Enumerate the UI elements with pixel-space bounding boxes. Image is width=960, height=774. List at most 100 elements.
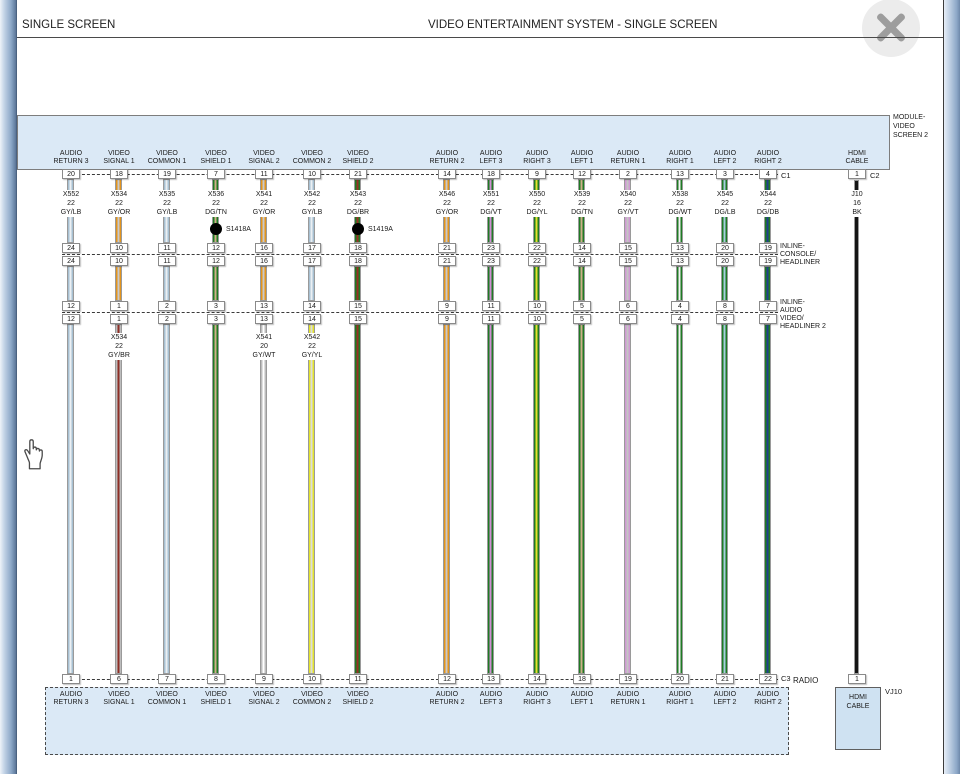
wire-id-label: X534 22 GY/OR [97, 190, 141, 217]
pin-box: 15 [619, 256, 637, 266]
wire-segment [624, 266, 631, 301]
signal-label: VIDEO SHIELD 2 [342, 691, 374, 706]
pin-box: 13 [255, 301, 273, 311]
wire-segment [308, 324, 315, 674]
pin-box: 13 [671, 256, 689, 266]
signal-label: AUDIO LEFT 3 [479, 150, 503, 165]
pin-box: 19 [619, 674, 637, 684]
pin-box: 14 [303, 301, 321, 311]
pin-box: 4 [759, 169, 777, 179]
pin-box: 22 [759, 674, 777, 684]
signal-label: VIDEO COMMON 2 [292, 691, 332, 706]
pin-box: 12 [62, 314, 80, 324]
connector-c1-label: C1 [781, 171, 791, 180]
signal-label: VIDEO SIGNAL 2 [248, 691, 280, 706]
pin-box: 5 [573, 314, 591, 324]
signal-label: AUDIO RETURN 1 [610, 150, 646, 165]
wire-segment [67, 324, 74, 674]
pin-box: 24 [62, 256, 80, 266]
wire-id-label: X542 22 GY/LB [290, 190, 334, 217]
wire-id-label: X538 22 DG/WT [658, 190, 702, 217]
wire-id-label: X545 22 DG/LB [703, 190, 747, 217]
signal-label: AUDIO RIGHT 1 [666, 150, 694, 165]
pin-box: 20 [716, 256, 734, 266]
pin-box: 24 [62, 243, 80, 253]
radio-component-label: RADIO [793, 676, 819, 685]
pin-box: 3 [207, 301, 225, 311]
wire-segment [578, 324, 585, 674]
pin-box: 15 [349, 314, 367, 324]
signal-label: VIDEO COMMON 1 [147, 150, 187, 165]
connector-dash-line [62, 254, 778, 255]
signal-label: AUDIO RETURN 3 [53, 691, 89, 706]
pin-box: 11 [349, 674, 367, 684]
wire-id-label-lower: X541 20 GY/WT [242, 333, 286, 360]
signal-label: VIDEO SHIELD 1 [200, 150, 232, 165]
pin-box: 21 [349, 169, 367, 179]
wire-id-label: X544 22 DG/DB [746, 190, 790, 217]
pin-box: 11 [255, 169, 273, 179]
connector-dash-line [62, 312, 778, 313]
splice-dot [210, 223, 222, 235]
pin-box: 9 [438, 301, 456, 311]
inline-console-headliner-label: INLINE- CONSOLE/ HEADLINER [780, 243, 821, 266]
wire-id-label: X552 22 GY/LB [49, 190, 93, 217]
wire-segment [354, 324, 361, 674]
wire-segment [443, 266, 450, 301]
pin-box: 19 [759, 256, 777, 266]
wire-segment [443, 324, 450, 674]
wire-segment [624, 324, 631, 674]
wire-id-label: X546 22 GY/OR [425, 190, 469, 217]
pin-box: 1 [110, 301, 128, 311]
signal-label: AUDIO LEFT 1 [570, 691, 594, 706]
wire-segment [676, 324, 683, 674]
radio-block [45, 687, 789, 755]
signal-label: AUDIO LEFT 2 [713, 150, 737, 165]
wire-segment [764, 324, 771, 674]
wire-segment [854, 180, 859, 674]
pin-box: 12 [573, 169, 591, 179]
pin-box: 2 [158, 301, 176, 311]
pin-box: 10 [110, 243, 128, 253]
connector-vj10-label: VJ10 [885, 687, 903, 696]
pin-box: 12 [207, 243, 225, 253]
wire-segment [721, 266, 728, 301]
pin-box: 21 [438, 243, 456, 253]
pin-box: 9 [438, 314, 456, 324]
hdmi-cable-block: HDMI CABLE [835, 687, 881, 750]
pin-box: 8 [716, 314, 734, 324]
pin-box: 4 [671, 314, 689, 324]
pin-box: 7 [158, 674, 176, 684]
pin-box: 22 [528, 256, 546, 266]
wire-segment [721, 324, 728, 674]
hdmi-cable-block-label: HDMI CABLE [846, 694, 870, 710]
wire-id-label-lower: X542 22 GY/YL [290, 333, 334, 360]
connector-dash-line [62, 679, 778, 680]
pin-box: 11 [482, 301, 500, 311]
module-name-label: MODULE- VIDEO SCREEN 2 [893, 114, 929, 139]
pin-box: 23 [482, 256, 500, 266]
wire-segment [308, 266, 315, 301]
wire-segment [764, 266, 771, 301]
pin-box: 7 [207, 169, 225, 179]
right-window-border [943, 0, 960, 774]
signal-label: VIDEO COMMON 1 [147, 691, 187, 706]
hdmi-wire-id-label: J10 16 BK [835, 190, 879, 217]
signal-label: AUDIO RETURN 3 [53, 150, 89, 165]
pin-box: 14 [303, 314, 321, 324]
close-button[interactable] [862, 0, 920, 57]
pin-box: 1 [110, 314, 128, 324]
wire-segment [487, 324, 494, 674]
pin-box: 21 [716, 674, 734, 684]
signal-label: VIDEO SIGNAL 2 [248, 150, 280, 165]
wire-segment [533, 266, 540, 301]
pin-box: 6 [110, 674, 128, 684]
wire-id-label: X551 22 DG/VT [469, 190, 513, 217]
signal-label: AUDIO RIGHT 3 [523, 150, 551, 165]
pin-box: 10 [303, 169, 321, 179]
pin-box: 23 [482, 243, 500, 253]
signal-label: HDMI CABLE [845, 150, 869, 165]
wire-id-label: X541 22 GY/OR [242, 190, 286, 217]
splice-label: S1418A [226, 226, 251, 233]
